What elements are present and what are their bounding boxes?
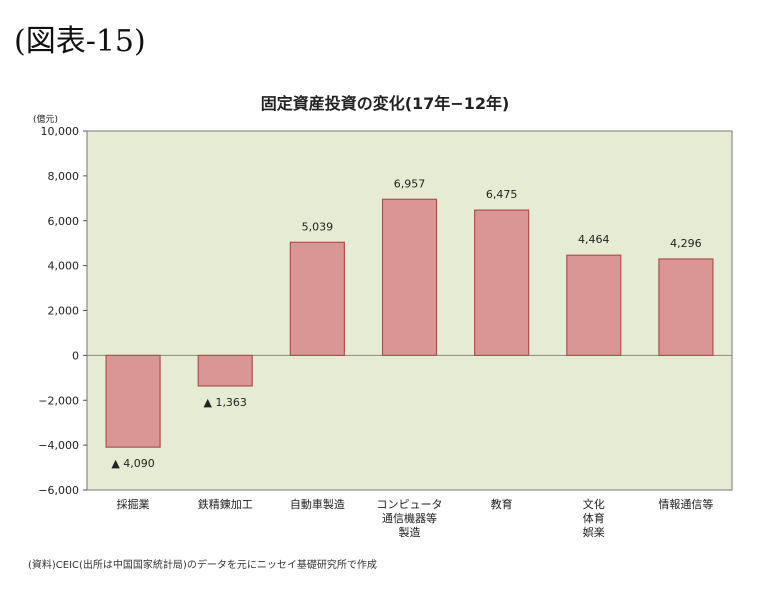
y-tick-label: −6,000	[38, 484, 79, 497]
figure-label: (図表-15)	[14, 24, 146, 59]
data-label: 6,475	[486, 188, 518, 201]
x-tick-label: 情報通信等	[658, 497, 713, 511]
data-label: 5,039	[302, 220, 334, 233]
bar	[474, 209, 530, 356]
x-tick-label: 通信機器等	[382, 511, 437, 525]
y-axis-unit-label: (億元)	[33, 113, 58, 125]
source-note: (資料)CEIC(出所は中国国家統計局)のデータを元にニッセイ基礎研究所で作成	[28, 560, 377, 571]
x-tick-label: 文化	[583, 497, 605, 511]
x-tick-label: 娯楽	[583, 525, 605, 539]
bar-series	[105, 198, 714, 448]
bar	[289, 241, 345, 356]
bar	[197, 354, 253, 387]
x-tick-label: 体育	[583, 511, 605, 525]
data-label: 6,957	[394, 177, 426, 190]
y-tick-label: 2,000	[48, 305, 80, 318]
y-tick-label: −2,000	[38, 394, 79, 407]
y-tick-label: 0	[72, 349, 79, 362]
y-tick-label: −4,000	[38, 439, 79, 452]
y-tick-label: 8,000	[48, 170, 80, 183]
y-tick-label: 10,000	[41, 125, 80, 138]
data-label: 4,464	[578, 233, 610, 246]
y-tick-label: 4,000	[48, 260, 80, 273]
x-tick-label: 教育	[491, 497, 513, 511]
x-tick-label: 採掘業	[117, 497, 150, 511]
bar	[105, 354, 161, 448]
data-label: ▲ 4,090	[111, 457, 154, 470]
x-tick-label: 鉄精錬加工	[198, 497, 253, 511]
y-tick-label: 6,000	[48, 215, 80, 228]
chart-title: 固定資産投資の変化(17年−12年)	[261, 94, 510, 113]
data-labels: ▲ 4,090 ▲ 1,363 5,039 6,957 6,475 4,464 4,296	[111, 177, 701, 470]
bar	[658, 258, 714, 356]
data-label: 4,296	[670, 237, 702, 250]
x-tick-label: 自動車製造	[290, 497, 345, 511]
data-label: ▲ 1,363	[203, 396, 246, 409]
bar	[566, 254, 622, 356]
x-tick-label: 製造	[399, 525, 421, 539]
y-axis: −6,000 −4,000 −2,000 0 2,000 4,000 6,000 8,000 1…	[38, 125, 87, 497]
bar	[381, 198, 438, 356]
x-tick-label: コンピュータ	[377, 498, 443, 511]
